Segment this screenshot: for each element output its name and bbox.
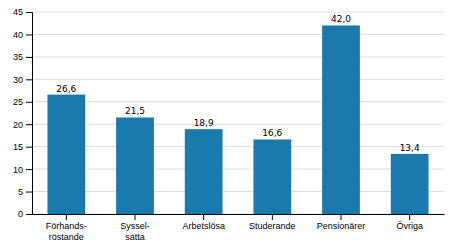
data-label: 26,6 — [56, 84, 76, 94]
tick-label: Arbetslösa — [182, 221, 225, 231]
bars — [47, 25, 428, 214]
data-label: 42,0 — [331, 14, 351, 24]
grid-line — [32, 191, 444, 192]
bar — [253, 139, 291, 214]
tick-label: 25 — [13, 97, 23, 107]
bar — [391, 154, 429, 214]
tick-label-line: Förhands- — [46, 221, 87, 231]
tick-label-line: Pensionärer — [317, 221, 366, 231]
tick-label: 30 — [13, 75, 23, 85]
tick: 0 — [18, 209, 32, 219]
grid-line — [32, 56, 444, 57]
bar — [185, 129, 223, 214]
tick: 5 — [18, 187, 32, 197]
data-label: 13,4 — [400, 143, 420, 153]
tick: 10 — [13, 164, 32, 174]
tick-mark — [26, 57, 32, 58]
bar — [47, 95, 85, 214]
grid-line — [32, 214, 444, 215]
tick-label-line: Arbetslösa — [182, 221, 225, 231]
x-axis: Förhands-röstande Syssel-satta Arbetslösa S… — [33, 214, 445, 242]
tick: Syssel-satta — [120, 214, 150, 242]
tick: Pensionärer — [317, 214, 366, 231]
tick-label: 0 — [18, 209, 23, 219]
tick-label: Syssel-satta — [120, 221, 150, 241]
tick-label: 20 — [13, 120, 23, 130]
grid-line — [32, 169, 444, 170]
grid-line — [32, 101, 444, 102]
tick: 30 — [13, 75, 32, 85]
tick-label: 15 — [13, 142, 23, 152]
tick-label: 35 — [13, 52, 23, 62]
bar — [116, 117, 154, 214]
tick-mark — [26, 169, 32, 170]
tick: 25 — [13, 97, 32, 107]
tick-label: 5 — [18, 187, 23, 197]
tick-mark — [26, 12, 32, 13]
tick-label: Studerande — [249, 221, 296, 231]
tick: Studerande — [249, 214, 296, 231]
tick: Arbetslösa — [182, 214, 225, 231]
data-labels: 26,6 21,5 18,9 16,6 42,0 13,4 — [56, 14, 420, 152]
tick-label: Övriga — [396, 221, 423, 231]
data-label: 18,9 — [194, 118, 214, 128]
tick-label: 45 — [13, 7, 23, 17]
tick: Övriga — [396, 214, 423, 231]
tick-mark — [26, 102, 32, 103]
tick: 35 — [13, 52, 32, 62]
tick-mark — [26, 79, 32, 80]
data-label: 16,6 — [262, 128, 282, 138]
tick-mark — [26, 192, 32, 193]
grid — [32, 12, 444, 214]
tick-mark — [135, 214, 136, 220]
tick-label: Förhands-röstande — [46, 221, 87, 241]
grid-line — [32, 12, 444, 13]
tick-mark — [66, 214, 67, 220]
tick-label: Pensionärer — [317, 221, 366, 231]
grid-line — [32, 146, 444, 147]
tick-label-line: Syssel- — [120, 221, 150, 231]
chart: 0 5 10 15 20 25 30 35 40 45 Förhands-röstande Sysse… — [0, 0, 454, 252]
tick-label: 10 — [13, 164, 23, 174]
tick-mark — [26, 147, 32, 148]
tick-label-line: röstande — [49, 232, 84, 242]
tick-mark — [272, 214, 273, 220]
plot: 0 5 10 15 20 25 30 35 40 45 Förhands-röstande Sysse… — [13, 7, 445, 241]
tick-label: 40 — [13, 30, 23, 40]
bar — [322, 25, 360, 214]
tick: Förhands-röstande — [46, 214, 87, 242]
grid-line — [32, 124, 444, 125]
axis-line — [33, 214, 445, 215]
tick: 15 — [13, 142, 32, 152]
tick-label-line: Övriga — [396, 221, 423, 231]
tick-mark — [409, 214, 410, 220]
y-axis: 0 5 10 15 20 25 30 35 40 45 — [13, 7, 33, 219]
data-label: 21,5 — [125, 106, 145, 116]
tick-label-line: Studerande — [249, 221, 296, 231]
grid-line — [32, 34, 444, 35]
tick-mark — [26, 214, 32, 215]
tick: 45 — [13, 7, 32, 17]
tick: 20 — [13, 120, 32, 130]
tick-mark — [203, 214, 204, 220]
tick-mark — [26, 34, 32, 35]
tick-mark — [341, 214, 342, 220]
grid-line — [32, 79, 444, 80]
axis-line — [26, 13, 33, 215]
tick: 40 — [13, 30, 32, 40]
tick-mark — [26, 124, 32, 125]
tick-label-line: satta — [125, 232, 145, 242]
